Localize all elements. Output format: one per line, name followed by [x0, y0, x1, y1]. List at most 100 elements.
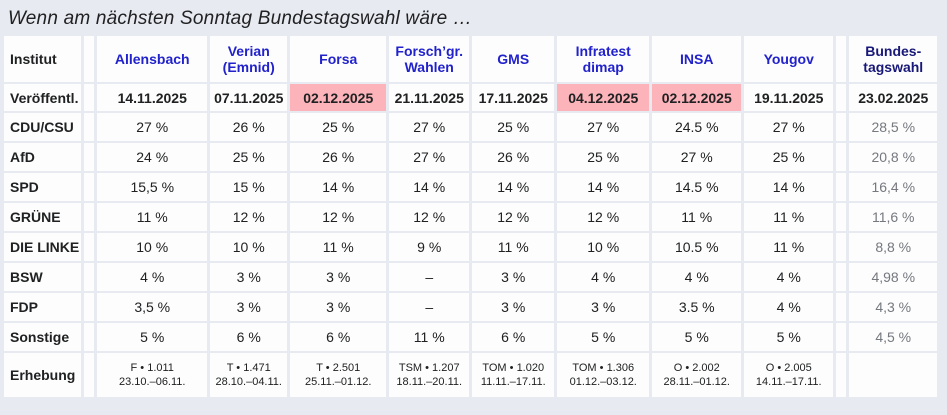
column-spacer [84, 233, 95, 261]
header-row: Institut Allensbach Verian (Emnid) Forsa… [4, 36, 938, 82]
survey-detail: TSM • 1.207 18.11.–20.11. [389, 353, 470, 397]
election-result: 8,8 % [849, 233, 938, 261]
poll-value: 4 % [652, 263, 742, 291]
survey-detail: T • 1.471 28.10.–04.11. [210, 353, 288, 397]
survey-detail: F • 1.011 23.10.–06.11. [97, 353, 208, 397]
published-date: 07.11.2025 [210, 84, 288, 111]
poll-value: 4 % [557, 263, 650, 291]
poll-value: 14 % [472, 173, 555, 201]
poll-value: 26 % [472, 143, 555, 171]
survey-detail: O • 2.002 28.11.–01.12. [652, 353, 742, 397]
poll-table: Institut Allensbach Verian (Emnid) Forsa… [1, 34, 940, 399]
poll-value: 11 % [97, 203, 208, 231]
column-spacer [84, 293, 95, 321]
header-infratest-dimap[interactable]: Infratest dimap [557, 36, 650, 82]
survey-row: Erhebung F • 1.011 23.10.–06.11. T • 1.4… [4, 353, 938, 397]
published-date-highlighted: 02.12.2025 [290, 84, 387, 111]
header-insa[interactable]: INSA [652, 36, 742, 82]
poll-value: 3,5 % [97, 293, 208, 321]
header-bundestagswahl[interactable]: Bundes- tagswahl [849, 36, 938, 82]
election-result: 4,3 % [849, 293, 938, 321]
poll-value: 27 % [389, 143, 470, 171]
column-spacer [836, 143, 847, 171]
column-spacer [84, 203, 95, 231]
header-gms[interactable]: GMS [472, 36, 555, 82]
column-spacer [836, 84, 847, 111]
election-result: 4,98 % [849, 263, 938, 291]
election-result: 11,6 % [849, 203, 938, 231]
survey-detail: TOM • 1.020 11.11.–17.11. [472, 353, 555, 397]
published-row: Veröffentl. 14.11.2025 07.11.2025 02.12.… [4, 84, 938, 111]
party-row-spd: SPD 15,5 % 15 % 14 % 14 % 14 % 14 % 14.5… [4, 173, 938, 201]
poll-value: 12 % [472, 203, 555, 231]
poll-value: 4 % [744, 293, 834, 321]
poll-value: 25 % [744, 143, 834, 171]
poll-value: 27 % [744, 113, 834, 141]
poll-value: 10.5 % [652, 233, 742, 261]
poll-value: 15 % [210, 173, 288, 201]
poll-value: 4 % [744, 263, 834, 291]
party-name: FDP [4, 293, 82, 321]
survey-detail: T • 2.501 25.11.–01.12. [290, 353, 387, 397]
election-result: 16,4 % [849, 173, 938, 201]
poll-value: 12 % [210, 203, 288, 231]
poll-value: 5 % [557, 323, 650, 351]
poll-value: 12 % [290, 203, 387, 231]
poll-value: 14 % [290, 173, 387, 201]
poll-value: 3 % [472, 263, 555, 291]
poll-value: 6 % [290, 323, 387, 351]
poll-value: 26 % [290, 143, 387, 171]
poll-value: 11 % [744, 233, 834, 261]
poll-value: 27 % [652, 143, 742, 171]
published-date: 17.11.2025 [472, 84, 555, 111]
column-spacer [84, 36, 95, 82]
poll-value: 3 % [472, 293, 555, 321]
poll-value: 3 % [557, 293, 650, 321]
poll-value: 10 % [210, 233, 288, 261]
header-institut: Institut [4, 36, 82, 82]
survey-detail-empty [849, 353, 938, 397]
election-result: 20,8 % [849, 143, 938, 171]
poll-value: 24.5 % [652, 113, 742, 141]
published-date-highlighted: 02.12.2025 [652, 84, 742, 111]
poll-value: 11 % [744, 203, 834, 231]
poll-value: 27 % [97, 113, 208, 141]
poll-value: 14.5 % [652, 173, 742, 201]
poll-value: 24 % [97, 143, 208, 171]
page-title: Wenn am nächsten Sonntag Bundestagswahl … [8, 8, 473, 29]
poll-value: 3.5 % [652, 293, 742, 321]
poll-value: 12 % [389, 203, 470, 231]
poll-value: 25 % [557, 143, 650, 171]
poll-value: 27 % [557, 113, 650, 141]
party-row-die-linke: DIE LINKE 10 % 10 % 11 % 9 % 11 % 10 % 1… [4, 233, 938, 261]
header-allensbach[interactable]: Allensbach [97, 36, 208, 82]
column-spacer [836, 203, 847, 231]
poll-value: 14 % [744, 173, 834, 201]
column-spacer [84, 173, 95, 201]
poll-value: 5 % [744, 323, 834, 351]
published-date-election: 23.02.2025 [849, 84, 938, 111]
party-row-afd: AfD 24 % 25 % 26 % 27 % 26 % 25 % 27 % 2… [4, 143, 938, 171]
party-name: CDU/CSU [4, 113, 82, 141]
poll-value: 6 % [472, 323, 555, 351]
header-yougov[interactable]: Yougov [744, 36, 834, 82]
column-spacer [836, 323, 847, 351]
survey-detail: TOM • 1.306 01.12.–03.12. [557, 353, 650, 397]
column-spacer [84, 113, 95, 141]
header-forsa[interactable]: Forsa [290, 36, 387, 82]
header-verian-emnid[interactable]: Verian (Emnid) [210, 36, 288, 82]
party-row-cdu-csu: CDU/CSU 27 % 26 % 25 % 27 % 25 % 27 % 24… [4, 113, 938, 141]
column-spacer [836, 293, 847, 321]
column-spacer [84, 143, 95, 171]
poll-value: – [389, 263, 470, 291]
survey-detail: O • 2.005 14.11.–17.11. [744, 353, 834, 397]
party-name: SPD [4, 173, 82, 201]
party-row-sonstige: Sonstige 5 % 6 % 6 % 11 % 6 % 5 % 5 % 5 … [4, 323, 938, 351]
header-forschgr-wahlen[interactable]: Forsch’gr. Wahlen [389, 36, 470, 82]
poll-value: 3 % [210, 293, 288, 321]
party-row-gruene: GRÜNE 11 % 12 % 12 % 12 % 12 % 12 % 11 %… [4, 203, 938, 231]
poll-value: 3 % [290, 293, 387, 321]
published-date-highlighted: 04.12.2025 [557, 84, 650, 111]
poll-value: 26 % [210, 113, 288, 141]
column-spacer [836, 113, 847, 141]
